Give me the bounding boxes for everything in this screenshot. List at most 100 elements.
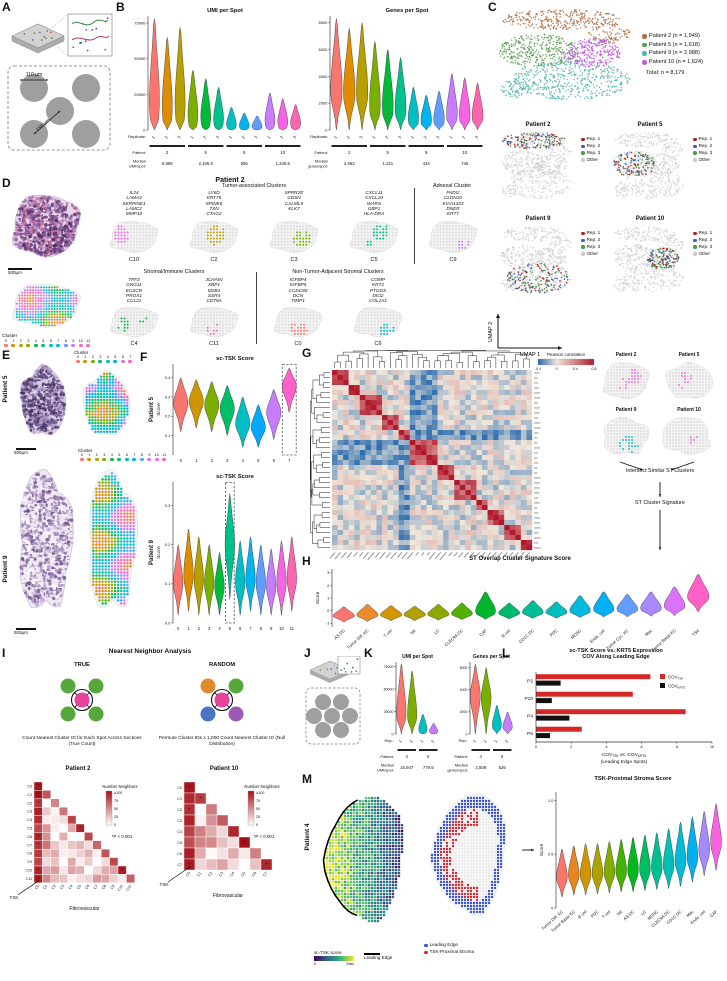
umap-patient5 (612, 131, 684, 200)
list-item: 4 (108, 453, 116, 461)
list-item: 2 (17, 339, 25, 347)
list-item: Patient 5 (n = 1,618) (642, 41, 726, 50)
leading-edge-label: Leading Edge (364, 955, 393, 960)
map-label-c6: C6 (374, 341, 382, 347)
svg-text:3: 3 (253, 134, 259, 139)
list-item: 4 (104, 355, 112, 363)
g-label-p2: Patient 2 (615, 352, 637, 358)
list-item: Rep. 1 (693, 136, 727, 143)
svg-text:2: 2 (163, 134, 169, 139)
list-item: Patient 9 (n = 2,988) (642, 49, 726, 58)
panel-letter-a: A (2, 0, 11, 14)
svg-text:110 µm: 110 µm (26, 72, 42, 78)
svg-text:2: 2 (202, 134, 208, 139)
svg-text:2: 2 (345, 134, 351, 139)
list-item: COL1A1 (369, 298, 387, 304)
list-item: 2 (89, 355, 97, 363)
list-item: KLK7 (288, 206, 300, 212)
spatial-map-c9 (429, 221, 478, 253)
leading-edge-map (429, 793, 506, 916)
list-item: 5 (116, 453, 124, 461)
list-item: 3 (97, 355, 105, 363)
list-item: 3 (101, 453, 109, 461)
svg-text:3: 3 (435, 134, 441, 139)
svg-text:1: 1 (150, 134, 156, 139)
spot-array-schematic-2 (305, 656, 361, 745)
list-item: Rep. 1 (693, 230, 727, 237)
list-item: 0 (78, 453, 86, 461)
svg-text:3: 3 (397, 134, 403, 139)
genes-per-spot-violin: Genes per Spot 0 2000 4000 6000 8000 Replicate… (308, 8, 484, 169)
umap1-axis-label: UMAP 1 (520, 352, 540, 358)
svg-text:2,106.5: 2,106.5 (199, 161, 214, 166)
spatial-map-c11 (190, 307, 239, 338)
svg-text:1: 1 (227, 134, 233, 139)
svg-text:3: 3 (292, 134, 298, 139)
divider-stromal (256, 272, 257, 344)
list-item: Other (693, 157, 727, 164)
histology-patient5 (19, 363, 67, 435)
umap-patient9 (499, 226, 572, 294)
st-cluster-mini-p2 (603, 362, 650, 400)
list-item: Rep. 2 (693, 237, 727, 244)
list-item: 11 (161, 453, 169, 461)
svg-text:2: 2 (348, 150, 351, 155)
map-label-c0: C0 (294, 341, 302, 347)
map-label-c4: C4 (130, 341, 138, 347)
list-item: CTAG2 (206, 211, 222, 217)
patient5-side-label: Patient 5 (2, 375, 9, 403)
list-item: Other (581, 157, 617, 164)
list-item: KRT7 (447, 211, 459, 217)
i-p10-title: Patient 10 (209, 766, 239, 772)
svg-text:4000: 4000 (318, 74, 328, 79)
cluster-legend-d: Cluster 0 1 2 3 4 5 6 7 8 9 10 11 (2, 334, 92, 347)
map-label-c2: C2 (210, 257, 218, 263)
svg-text:0: 0 (325, 127, 328, 132)
svg-text:8000: 8000 (318, 20, 328, 25)
umap-axes: UMAP 1 UMAP 2 (488, 314, 562, 358)
gene-list-c0: IGFBP4 IGFBP5 CCDC80 DCN TIMP1 (258, 277, 338, 304)
st-cluster-mini-p9 (604, 417, 650, 454)
cluster-legend-items: 0 1 2 3 4 5 6 7 8 9 10 11 (2, 339, 92, 347)
i-p2-title: Patient 2 (65, 766, 91, 772)
list-item: Other (581, 251, 617, 258)
g-label-p9: Patient 9 (615, 407, 637, 413)
umap-patient2 (501, 131, 573, 200)
svg-text:Median: Median (133, 159, 146, 164)
neighbor-heatmap-p2: ******* **C0C0C1C1C2C2C3C3C4C4C5C5C6C6C7C… (10, 781, 138, 912)
gene-list-c2: LY6D KRT75 SPINK6 TXN CTAG2 (174, 190, 254, 217)
svg-text:1,345.5: 1,345.5 (276, 161, 291, 166)
list-item: CCL21 (126, 298, 142, 304)
header-adnexal-cluster: Adnexal Cluster (432, 183, 472, 189)
svg-text:2000: 2000 (318, 101, 328, 106)
header-nontumor-clusters: Non-Tumor-Adjacent Stromal Clusters (292, 269, 384, 275)
umap-patient10 (613, 226, 685, 293)
svg-text:9: 9 (425, 150, 428, 155)
panel-letter-b: B (116, 0, 125, 14)
svg-text:434: 434 (423, 161, 431, 166)
mini-umap-title-p2: Patient 2 (525, 122, 551, 128)
mini-umap-title-p9: Patient 9 (525, 216, 551, 222)
gene-list-c10: IL24 LAMA3 SERPINE1 LAMC2 MMP10 (94, 190, 174, 217)
edge-stroma-legend: Leading Edge TSK-Proximal Stroma (424, 942, 534, 956)
intersect-step-label: Intersect Similar ST Clusters (625, 468, 695, 474)
spot-array-schematic: 110 µm 150 µm (7, 13, 113, 151)
panel-l-title-line2: COV Along Leading Edge (582, 654, 650, 660)
svg-text:1: 1 (189, 134, 195, 139)
rep-legend-p5: Rep. 1 Rep. 2 Rep. 3 Other (693, 136, 727, 164)
svg-text:Patient:: Patient: (314, 150, 328, 155)
svg-text:Replicate:: Replicate: (310, 134, 328, 139)
svg-text:Patient:: Patient: (132, 150, 146, 155)
stroma-legend-item: TSK-Proximal Stroma (424, 949, 534, 956)
panel-h-title: ST Overlap Cluster Signature Score (469, 556, 571, 562)
list-item: 0 (2, 339, 10, 347)
st-cluster-mini-p10 (662, 417, 711, 455)
spatial-map-c2 (190, 221, 239, 253)
g-label-p10: Patient 10 (677, 407, 701, 413)
